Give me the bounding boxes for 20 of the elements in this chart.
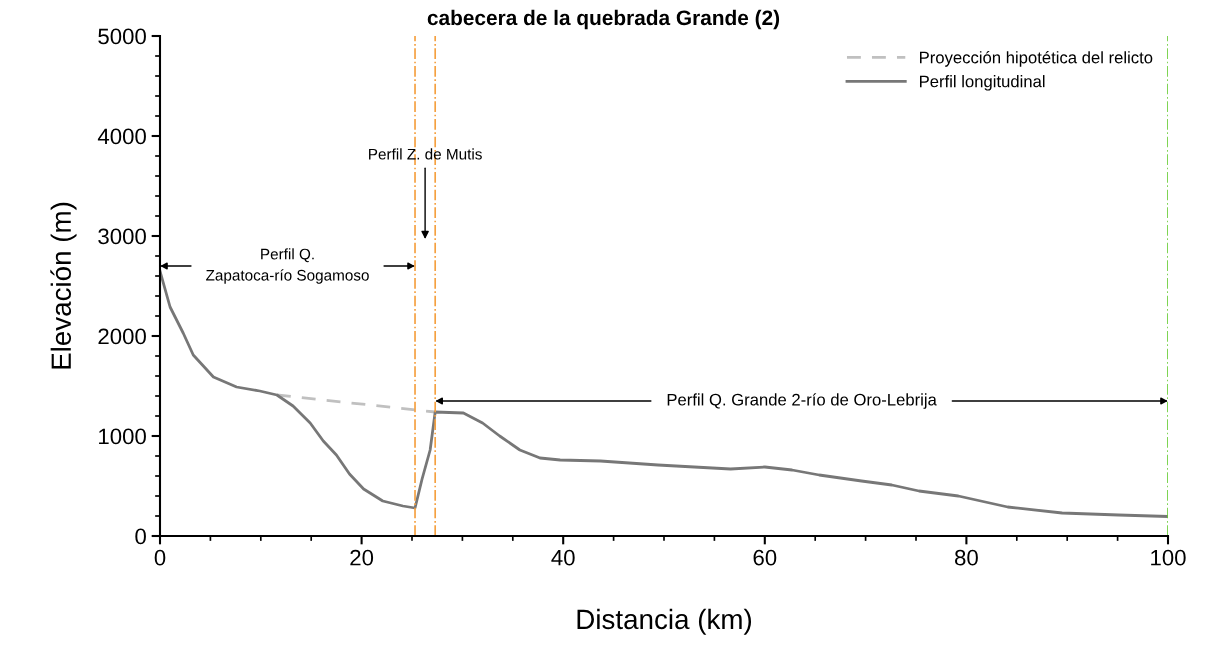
y-axis-title: Elevación (m) — [50, 202, 77, 369]
x-tick-label: 20 — [350, 549, 374, 566]
x-tick-label: 40 — [551, 549, 575, 566]
annotation: Perfil Q. Zapatoca-río Sogamoso — [206, 248, 369, 284]
y-tick-label: 0 — [135, 528, 146, 545]
y-tick-label: 1000 — [99, 428, 146, 445]
y-tick-label: 4000 — [97, 128, 146, 145]
x-tick-label: 100 — [1151, 549, 1186, 566]
x-tick-label: 60 — [753, 549, 777, 566]
x-axis-title: Distancia (km) — [577, 608, 752, 635]
y-tick-label: 2000 — [98, 328, 146, 345]
chart-title: cabecera de la quebrada Grande (2) — [427, 9, 780, 30]
annotation: Perfil Z. de Mutis — [369, 148, 482, 160]
x-tick-label: 0 — [154, 549, 166, 566]
legend-label: Proyección hipotética del relicto — [920, 51, 1153, 67]
y-tick-label: 3000 — [98, 228, 146, 245]
annotation: Perfil Q. Grande 2-río de Oro-Lebrija — [667, 393, 937, 409]
y-tick-label: 5000 — [98, 28, 146, 45]
x-tick-label: 80 — [955, 549, 978, 566]
legend-label: Perfil longitudinal — [920, 75, 1045, 91]
